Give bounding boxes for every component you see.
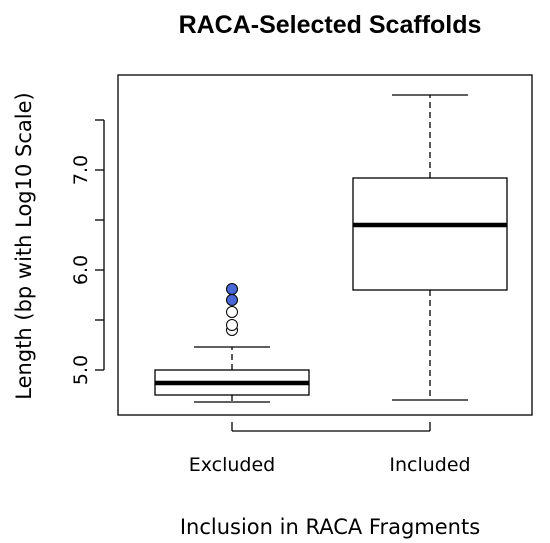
x-tick-label: Excluded (189, 454, 276, 476)
outlier-point (226, 319, 238, 331)
y-axis: 5.0 6.0 7.0 (70, 119, 105, 385)
outlier-point (226, 294, 238, 306)
plot-frame (117, 74, 533, 416)
x-axis-label: Inclusion in RACA Fragments (180, 515, 480, 539)
y-tick-label: 5.0 (70, 355, 92, 385)
y-axis-label: Length (bp with Log10 Scale) (12, 92, 36, 399)
box-excluded (154, 283, 310, 403)
box-included (352, 94, 508, 401)
outlier-point (226, 283, 238, 295)
chart-title: RACA-Selected Scaffolds (179, 11, 482, 39)
outlier-point (226, 306, 238, 318)
y-tick-label: 6.0 (70, 255, 92, 285)
x-tick-label: Included (389, 454, 470, 476)
x-axis: Excluded Included (189, 422, 471, 476)
boxes-layer (154, 94, 508, 403)
iqr-box (352, 177, 508, 291)
y-tick-label: 7.0 (70, 155, 92, 185)
